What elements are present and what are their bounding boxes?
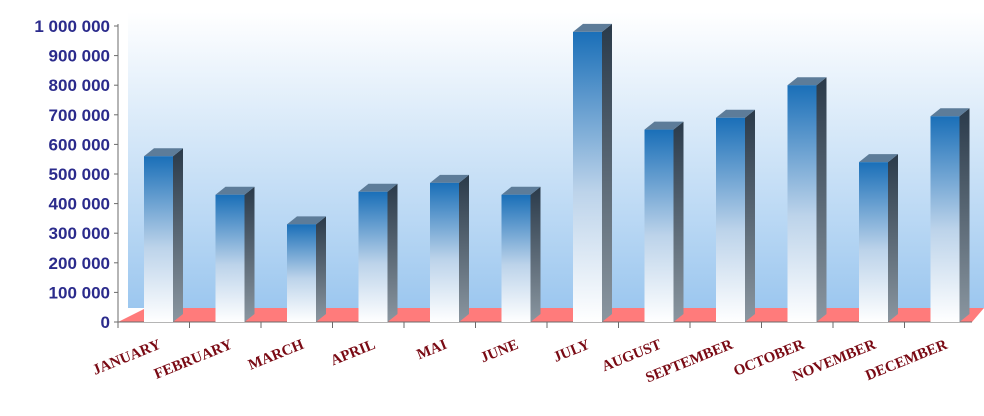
bar	[859, 154, 898, 322]
x-tick-label: MAI	[415, 337, 450, 363]
bar-front-face	[430, 182, 459, 322]
y-tick-label: 1 000 000	[34, 17, 110, 36]
floor-plane	[118, 308, 984, 322]
x-tick-label: APRIL	[328, 337, 377, 369]
bar-side-face	[745, 109, 755, 322]
bar-top-face	[573, 23, 612, 32]
bar-top-face	[787, 77, 827, 86]
bar-top-face	[287, 216, 326, 225]
bar-top-face	[930, 108, 970, 117]
bar-top-face	[859, 154, 898, 163]
bar-front-face	[501, 194, 531, 322]
x-tick-label: JANUARY	[91, 337, 164, 379]
bar-side-face	[959, 108, 970, 322]
bar	[501, 186, 541, 322]
y-tick-label: 400 000	[49, 195, 110, 214]
x-tick-label: FEBRUARY	[152, 337, 235, 383]
y-tick-label: 600 000	[49, 135, 110, 154]
x-tick-label: JULY	[551, 337, 592, 366]
bar-top-face	[358, 183, 398, 192]
bar-top-face	[644, 121, 684, 130]
bar-side-face	[602, 23, 612, 322]
bar	[215, 186, 255, 322]
x-tick-label: MARCH	[246, 337, 306, 374]
plot-background	[128, 12, 984, 308]
y-tick-label: 100 000	[49, 283, 110, 302]
bar-front-face	[930, 116, 960, 322]
bar	[930, 108, 970, 322]
bar-front-face	[787, 85, 817, 322]
bar-side-face	[173, 148, 183, 322]
bar-top-face	[215, 186, 255, 195]
x-tick-label: DECEMBER	[863, 337, 950, 384]
bar-top-face	[501, 186, 541, 195]
bar-side-face	[816, 77, 827, 322]
bar-top-face	[716, 109, 755, 118]
bar	[716, 109, 755, 322]
bar-front-face	[358, 191, 388, 322]
bar	[644, 121, 684, 322]
bar-side-face	[244, 186, 255, 322]
y-tick-label: 900 000	[49, 47, 110, 66]
x-tick-label: JUNE	[478, 337, 520, 367]
bar-side-face	[459, 174, 469, 322]
y-tick-label: 300 000	[49, 224, 110, 243]
bar-side-face	[316, 216, 326, 322]
bar	[573, 23, 612, 322]
y-tick-label: 700 000	[49, 106, 110, 125]
bar-front-face	[573, 31, 602, 322]
y-tick-label: 800 000	[49, 76, 110, 95]
plot-area	[128, 12, 984, 308]
y-axis: 0 100 000 200 000 300 000 400 000 500 000 600 …	[34, 17, 119, 332]
bar	[144, 148, 183, 322]
bar	[358, 183, 398, 322]
bar	[287, 216, 326, 322]
bar-front-face	[287, 224, 316, 322]
bar-front-face	[644, 129, 674, 322]
bar	[430, 174, 469, 322]
bar-top-face	[144, 148, 183, 157]
bar-side-face	[530, 186, 541, 322]
y-tick-label: 0	[101, 313, 110, 332]
bar-side-face	[673, 121, 684, 322]
bar-top-face	[430, 174, 469, 183]
y-tick-label: 500 000	[49, 165, 110, 184]
bar-side-face	[888, 154, 898, 322]
bar-front-face	[215, 194, 245, 322]
bar-front-face	[144, 156, 173, 322]
y-tick-label: 200 000	[49, 254, 110, 273]
bar-front-face	[716, 117, 745, 322]
chart-floor	[118, 308, 984, 322]
bar-front-face	[859, 162, 888, 322]
bar-series	[144, 23, 970, 322]
bar	[787, 77, 827, 322]
bar-side-face	[387, 183, 398, 322]
